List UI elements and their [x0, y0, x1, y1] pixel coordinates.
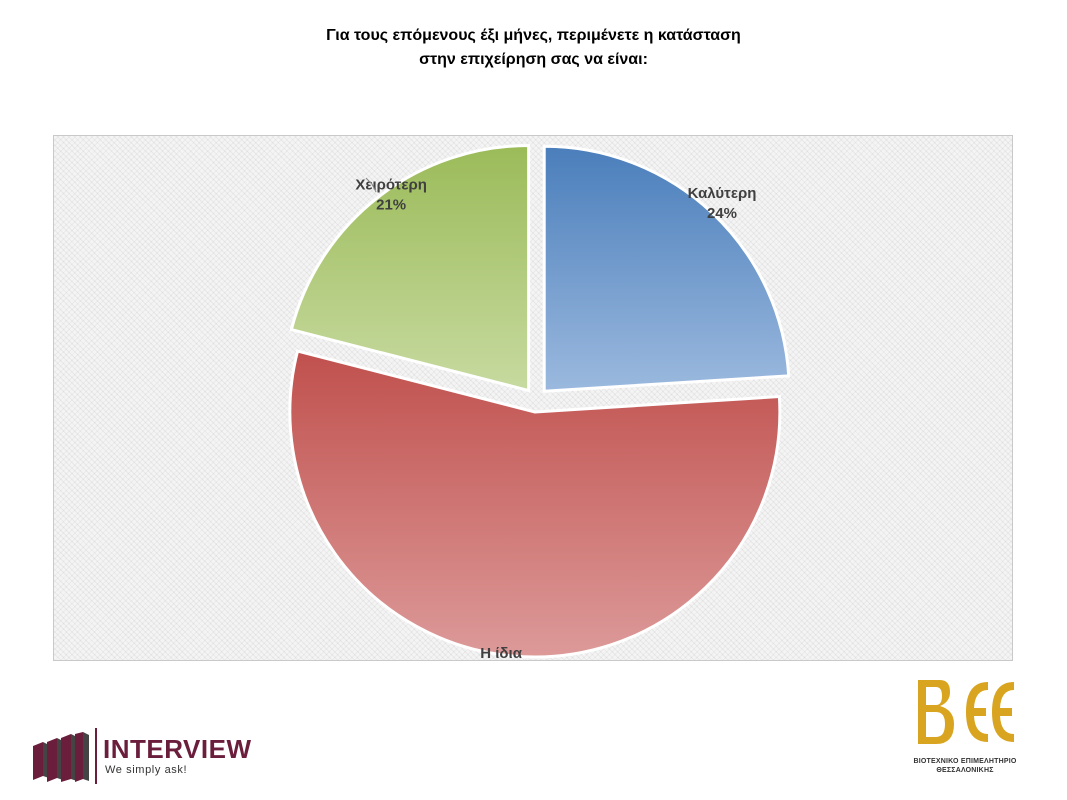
chart-title: Για τους επόμενους έξι μήνες, περιμένετε…: [0, 24, 1067, 72]
interview-logo-name: INTERVIEW: [103, 734, 252, 764]
pie-slices: [288, 144, 791, 659]
bar-blocks-icon: [33, 732, 89, 782]
slice-value-label-3: 21%: [376, 197, 406, 214]
label-leader-line: [365, 177, 377, 193]
interview-logo: INTERVIEW We simply ask!: [33, 728, 273, 784]
chart-title-line-1: Για τους επόμενους έξι μήνες, περιμένετε…: [326, 27, 741, 44]
pie-slice-2: [288, 349, 782, 659]
bee-logo-line-2: ΘΕΣΣΑΛΟΝΙΚΗΣ: [936, 767, 994, 774]
slice-value-label-1: 24%: [707, 205, 737, 222]
slice-label-1: Καλύτερη: [688, 185, 757, 202]
pie-slice-1: [542, 144, 791, 393]
logo-divider: [95, 728, 97, 784]
chart-title-line-2: στην επιχείρηση σας να είναι:: [419, 51, 648, 68]
slice-label-3: Χειρότερη: [355, 177, 427, 194]
interview-logo-tagline: We simply ask!: [105, 764, 188, 776]
bee-mark-icon: [918, 680, 1014, 744]
pie-slice-3: [289, 144, 531, 393]
slice-label-2: Η ίδια: [480, 645, 522, 660]
bee-logo: ΒΙΟΤΕΧΝΙΚΟ ΕΠΙΜΕΛΗΤΗΡΙΟ ΘΕΣΣΑΛΟΝΙΚΗΣ: [905, 674, 1025, 784]
bee-logo-line-1: ΒΙΟΤΕΧΝΙΚΟ ΕΠΙΜΕΛΗΤΗΡΙΟ: [913, 758, 1017, 765]
